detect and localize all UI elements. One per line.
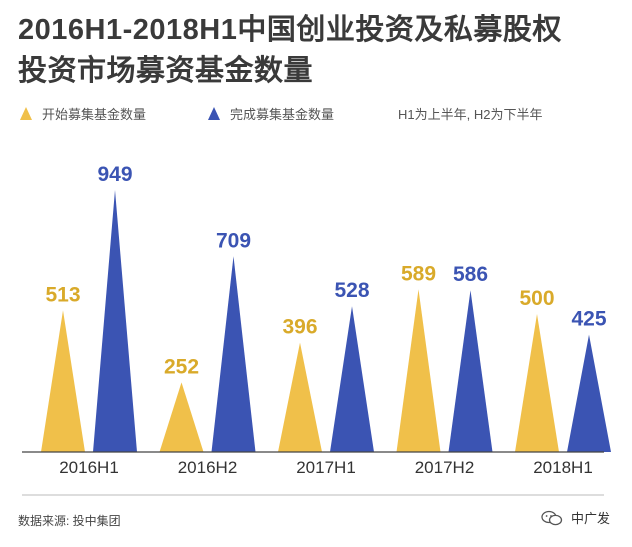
value-label-start-2016H1: 513 <box>45 283 80 306</box>
legend-item-complete: 完成募集基金数量 <box>208 104 334 123</box>
category-label-2017H2: 2017H2 <box>415 458 475 477</box>
triangle-complete-2016H2 <box>211 256 256 452</box>
source-note: 数据来源: 投中集团 <box>18 514 121 528</box>
category-label-2018H1: 2018H1 <box>533 458 593 477</box>
legend-label-complete: 完成募集基金数量 <box>230 107 335 122</box>
chart-title: 2016H1-2018H1中国创业投资及私募股权 投资市场募资基金数量 <box>18 10 618 92</box>
legend: 开始募集基金数量 完成募集基金数量 H1为上半年, H2为下半年 <box>18 104 618 126</box>
category-label-2016H2: 2016H2 <box>178 458 238 477</box>
triangle-start-2017H1 <box>278 342 322 452</box>
value-label-start-2017H1: 396 <box>282 316 317 339</box>
category-label-2016H1: 2016H1 <box>59 458 119 477</box>
legend-label-start: 开始募集基金数量 <box>42 107 147 122</box>
triangle-start-2016H2 <box>159 382 204 452</box>
value-label-complete-2017H2: 586 <box>453 263 488 286</box>
legend-note: H1为上半年, H2为下半年 <box>398 107 543 122</box>
value-label-complete-2016H2: 709 <box>216 229 251 252</box>
triangle-complete-2016H1 <box>93 190 137 452</box>
category-label-2017H1: 2017H1 <box>296 458 356 477</box>
triangle-start-2016H1 <box>41 310 85 452</box>
value-label-complete-2017H1: 528 <box>334 279 369 302</box>
legend-item-start: 开始募集基金数量 <box>20 104 146 123</box>
brand: 中广发 <box>541 508 610 527</box>
triangle-complete-2017H2 <box>448 290 493 452</box>
triangle-start-2017H2 <box>396 289 441 452</box>
legend-swatch-start-triangle-icon <box>20 107 32 120</box>
value-label-start-2016H2: 252 <box>164 355 199 378</box>
title-line-2: 投资市场募资基金数量 <box>18 55 314 87</box>
wechat-icon <box>541 510 563 525</box>
triangle-start-2018H1 <box>515 313 559 452</box>
title-line-1: 2016H1-2018H1中国创业投资及私募股权 <box>18 14 562 46</box>
value-label-start-2017H2: 589 <box>401 262 436 285</box>
value-label-start-2018H1: 500 <box>519 287 554 310</box>
triangle-complete-2018H1 <box>567 334 611 452</box>
brand-name: 中广发 <box>570 511 610 526</box>
triangle-complete-2017H1 <box>330 306 374 452</box>
value-label-complete-2016H1: 949 <box>97 163 132 186</box>
legend-swatch-complete-triangle-icon <box>208 107 220 120</box>
value-label-complete-2018H1: 425 <box>571 308 606 331</box>
